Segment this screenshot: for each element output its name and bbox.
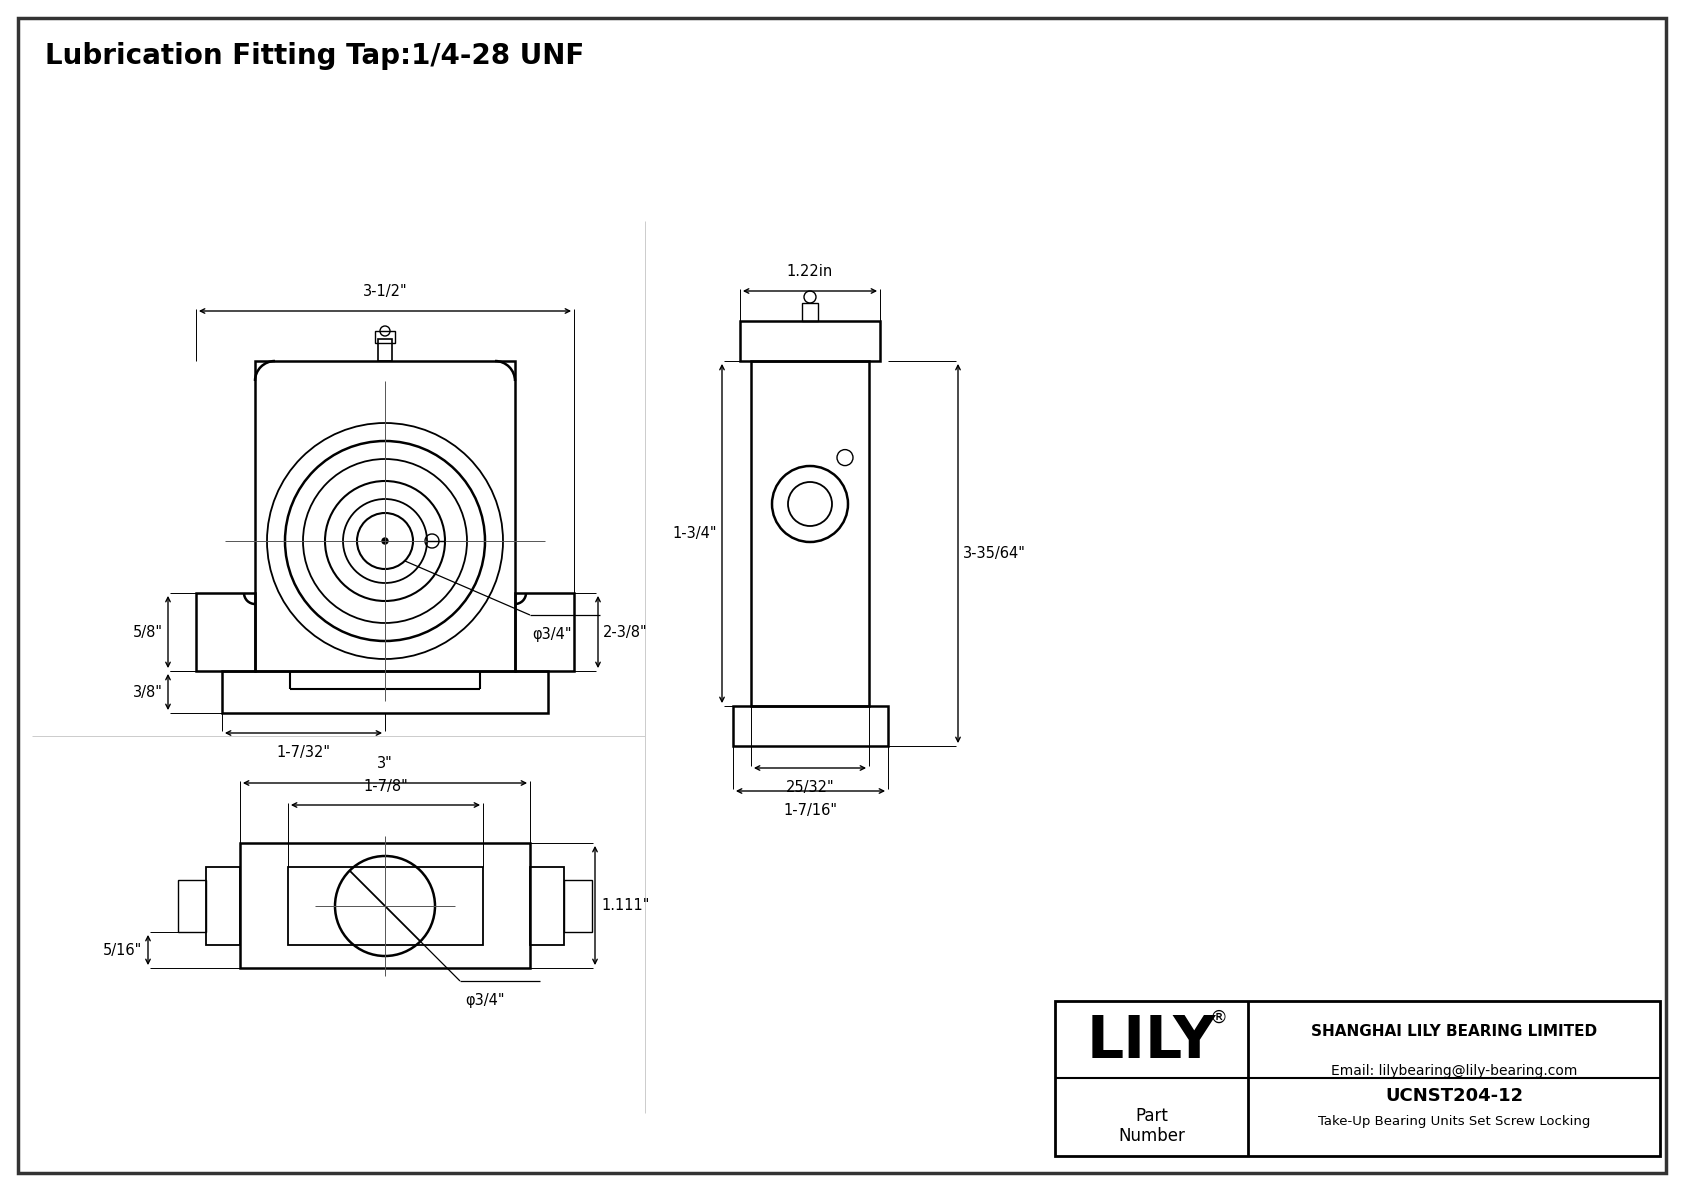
Text: Email: lilybearing@lily-bearing.com: Email: lilybearing@lily-bearing.com (1330, 1064, 1578, 1078)
Bar (195, 593, 254, 671)
Bar (751, 361, 869, 706)
Bar (241, 843, 530, 968)
Text: φ3/4": φ3/4" (465, 993, 505, 1008)
Text: SHANGHAI LILY BEARING LIMITED: SHANGHAI LILY BEARING LIMITED (1310, 1024, 1596, 1040)
Text: 3-1/2": 3-1/2" (362, 283, 408, 299)
Bar (254, 361, 515, 671)
Bar (515, 593, 574, 671)
Bar (376, 331, 396, 343)
Text: 5/8": 5/8" (133, 624, 163, 640)
Bar (564, 880, 593, 933)
Text: Part
Number: Part Number (1118, 1106, 1186, 1146)
Circle shape (382, 538, 387, 544)
Bar (377, 339, 392, 361)
Bar (288, 867, 483, 944)
Text: LILY: LILY (1086, 1012, 1216, 1070)
Bar (530, 867, 564, 944)
Text: 1-3/4": 1-3/4" (672, 526, 717, 541)
Text: 1-7/16": 1-7/16" (783, 803, 837, 818)
Text: 3": 3" (377, 756, 392, 771)
Text: φ3/4": φ3/4" (532, 626, 571, 642)
Text: 2-3/8": 2-3/8" (603, 624, 648, 640)
Text: Take-Up Bearing Units Set Screw Locking: Take-Up Bearing Units Set Screw Locking (1319, 1115, 1590, 1128)
Text: 3/8": 3/8" (133, 685, 163, 699)
Text: 1.22in: 1.22in (786, 264, 834, 279)
Text: Lubrication Fitting Tap:1/4-28 UNF: Lubrication Fitting Tap:1/4-28 UNF (45, 42, 584, 70)
Text: 25/32": 25/32" (786, 780, 834, 796)
Bar (1054, 1000, 1660, 1156)
Text: UCNST204-12: UCNST204-12 (1384, 1087, 1522, 1105)
Text: 5/16": 5/16" (103, 942, 141, 958)
Text: 1-7/8": 1-7/8" (364, 779, 408, 794)
Bar (733, 706, 887, 746)
Text: 3-35/64": 3-35/64" (963, 545, 1026, 561)
Bar (179, 880, 205, 933)
Text: 1-7/32": 1-7/32" (276, 746, 330, 760)
Text: 1.111": 1.111" (601, 898, 650, 913)
Bar (802, 303, 818, 322)
Bar (739, 322, 881, 361)
Bar (205, 867, 241, 944)
Bar (222, 671, 547, 713)
Text: ®: ® (1209, 1009, 1228, 1027)
